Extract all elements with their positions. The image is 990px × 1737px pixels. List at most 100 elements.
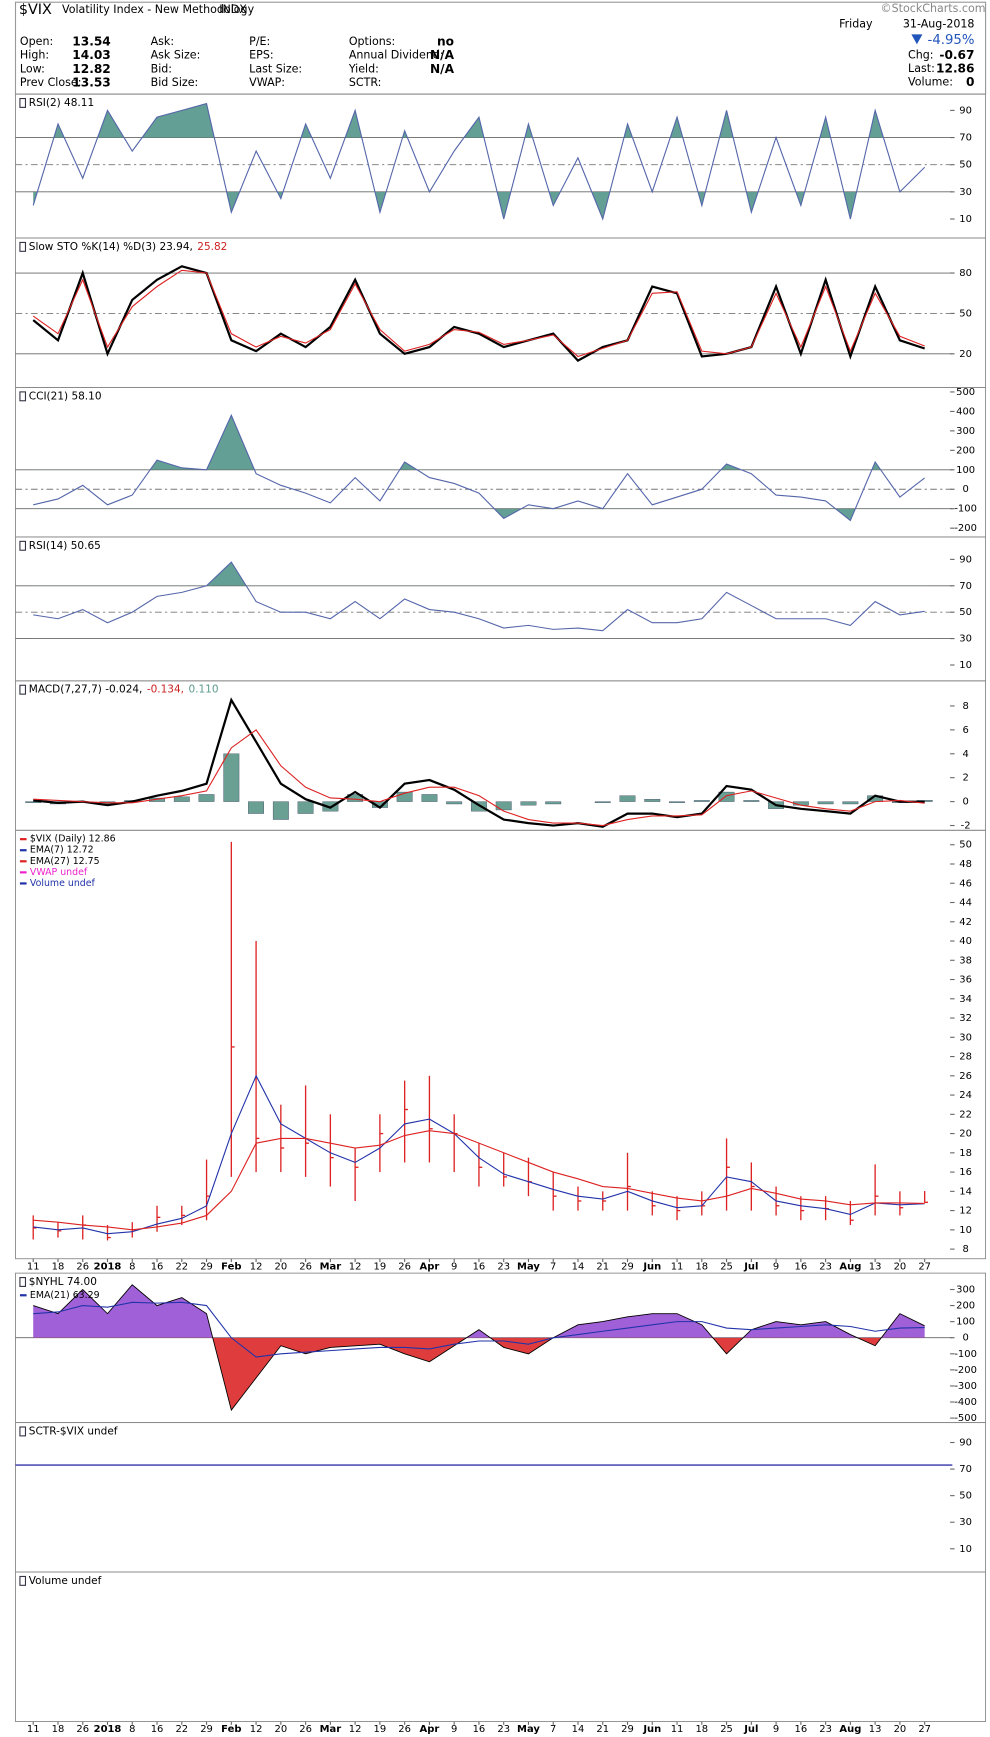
y-tick-label: 300: [956, 1285, 975, 1296]
title-part: SCTR-$VIX undef: [29, 1425, 118, 1437]
y-tick-label: 50: [959, 308, 972, 319]
x-tick-label: 27: [918, 1724, 931, 1735]
x-tick-label: 21: [596, 1724, 609, 1735]
x-tick-label: 2018: [94, 1724, 122, 1735]
x-tick-label: 23: [819, 1724, 832, 1735]
title-icon: [19, 1575, 27, 1586]
y-tick-label: 50: [959, 607, 972, 618]
histogram-bar: [272, 801, 289, 820]
field-label: Bid:: [151, 62, 172, 75]
legend-label: $VIX (Daily) 12.86: [30, 834, 116, 845]
y-tick-label: 50: [959, 160, 972, 171]
panel-title: Slow STO %K(14) %D(3) 23.94, 25.82: [29, 241, 228, 253]
x-tick-label: 29: [200, 1261, 213, 1272]
field-label: Ask Size:: [151, 49, 201, 62]
legend-label: VWAP undef: [30, 867, 88, 878]
x-tick-label: Feb: [221, 1261, 241, 1272]
x-tick-label: 16: [473, 1724, 486, 1735]
y-tick-label: 30: [959, 1517, 972, 1528]
symbol-name: Volatility Index - New Methodology: [62, 3, 255, 16]
y-tick-label: 30: [959, 1032, 972, 1043]
panel-frame: [15, 1571, 987, 1722]
y-tick-label: 6: [962, 725, 968, 736]
panel-title: RSI(14) 50.65: [29, 540, 101, 552]
x-tick-label: Aug: [839, 1261, 861, 1272]
y-tick-label: 400: [956, 406, 975, 417]
x-tick-label: 29: [621, 1724, 634, 1735]
x-tick-label: 29: [200, 1724, 213, 1735]
x-tick-label: 11: [671, 1724, 684, 1735]
histogram-bar: [644, 799, 661, 802]
source: ©StockCharts.com: [881, 2, 986, 15]
y-tick-label: 0: [962, 1333, 968, 1344]
x-tick-label: 19: [374, 1724, 387, 1735]
field-label: Open:: [20, 35, 53, 48]
series-line: [33, 1284, 925, 1412]
field-label: Bid Size:: [151, 76, 199, 89]
x-tick-label: 26: [299, 1261, 312, 1272]
histogram-bar: [223, 753, 240, 802]
y-tick-label: 38: [959, 955, 972, 966]
panel-title: CCI(21) 58.10: [29, 390, 102, 402]
histogram-bar: [693, 800, 710, 802]
series-line: [32, 269, 925, 358]
x-tick-label: May: [517, 1261, 540, 1272]
y-tick-label: -400: [954, 1397, 977, 1408]
field-value: -0.67: [939, 48, 974, 62]
x-tick-label: 22: [175, 1261, 188, 1272]
title-icon: [19, 97, 27, 108]
x-tick-label: Jun: [642, 1261, 661, 1272]
y-tick-label: 100: [956, 465, 975, 476]
field-label: EPS:: [249, 49, 273, 62]
x-tick-label: 16: [473, 1261, 486, 1272]
y-tick-label: 90: [959, 1438, 972, 1449]
y-tick-label: -100: [954, 504, 977, 515]
y-tick-label: 70: [959, 133, 972, 144]
histogram-bar: [743, 800, 760, 802]
y-tick-label: 8: [962, 701, 968, 712]
field-label: Options:: [349, 35, 395, 48]
title-part: Slow STO %K(14) %D(3) 23.94,: [29, 241, 193, 253]
x-tick-label: 14: [572, 1724, 585, 1735]
x-tick-label: Mar: [320, 1261, 342, 1272]
histogram-bar: [297, 801, 314, 814]
y-tick-label: 20: [959, 349, 972, 360]
y-tick-label: 200: [956, 445, 975, 456]
series-line: [33, 1130, 925, 1231]
x-tick-label: 25: [720, 1261, 733, 1272]
y-tick-label: 30: [959, 187, 972, 198]
y-tick-label: 50: [959, 1491, 972, 1502]
y-tick-label: -2: [961, 821, 971, 832]
series-line: [33, 1074, 925, 1235]
legend-label: EMA(27) 12.75: [30, 856, 100, 867]
histogram-bar: [248, 801, 264, 814]
field-value: N/A: [430, 62, 455, 76]
y-tick-label: 20: [959, 1129, 972, 1140]
panel-title: RSI(2) 48.11: [29, 97, 94, 109]
y-tick-label: 10: [959, 660, 972, 671]
histogram-bar: [718, 791, 735, 802]
x-tick-label: 18: [52, 1261, 65, 1272]
title-part: -0.134,: [147, 684, 184, 696]
x-tick-label: 13: [869, 1724, 882, 1735]
panel-title: MACD(7,27,7) -0.024, -0.134, 0.110: [29, 684, 219, 696]
y-tick-label: 36: [959, 975, 972, 986]
y-tick-label: 22: [959, 1109, 972, 1120]
title-part: MACD(7,27,7) -0.024,: [29, 684, 143, 696]
y-tick-label: 12: [959, 1206, 972, 1217]
y-tick-label: 500: [956, 387, 975, 398]
fill-above: [33, 1284, 925, 1338]
x-tick-label: 14: [572, 1261, 585, 1272]
x-tick-label: 11: [27, 1724, 40, 1735]
x-tick-label: 26: [299, 1724, 312, 1735]
histogram-bar: [421, 794, 438, 802]
fill-above: [53, 103, 884, 138]
histogram-bar: [520, 801, 537, 806]
title-part: CCI(21) 58.10: [29, 390, 102, 402]
field-value: N/A: [430, 48, 455, 62]
histogram-bar: [446, 801, 463, 805]
x-tick-label: 2018: [94, 1261, 122, 1272]
